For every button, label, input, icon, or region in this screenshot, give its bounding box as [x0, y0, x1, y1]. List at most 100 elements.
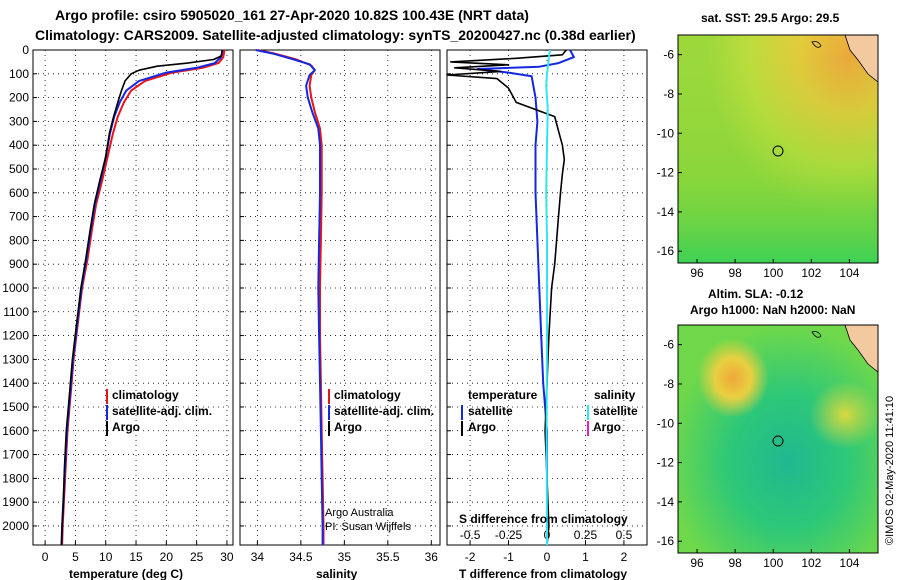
x-tick-label: 20	[160, 550, 174, 564]
x-tick-label: 30	[220, 550, 234, 564]
map-x-tick-label: 104	[839, 556, 859, 570]
legend-salinity-title: salinity	[594, 388, 636, 402]
x-tick-labels: 0 5 10 15 20 25 30 34 34.5 35 35.5 36 -2 -1 0 1 2 -0.5 -0.…	[42, 528, 633, 564]
map1-island	[811, 41, 822, 48]
depth-tick-label: 800	[9, 233, 29, 247]
series-lines	[60, 49, 575, 546]
x-tick-label-salinity: -0.5	[460, 528, 481, 542]
map2-title-2: Argo h1000: NaN h2000: NaN	[690, 303, 855, 317]
map-y-tick-label: -10	[657, 416, 675, 430]
legend-temperature-title: temperature	[468, 388, 538, 402]
depth-tick-label: 1800	[2, 471, 29, 485]
difference-legend: temperature salinity satellite Argo sate…	[461, 388, 638, 436]
map-y-tick-label: -12	[657, 166, 675, 180]
depth-tick-label: 1700	[2, 448, 29, 462]
map-x-tick-label: 104	[839, 266, 859, 280]
title-line-2: Climatology: CARS2009. Satellite-adjuste…	[35, 27, 636, 43]
temperature-legend: climatology satellite-adj. clim. Argo	[106, 388, 212, 436]
series-s-satellite	[545, 49, 552, 545]
x-tick-label: 0	[42, 550, 49, 564]
x-tick-label: 10	[99, 550, 113, 564]
x-tick-label-salinity: -0.25	[495, 528, 523, 542]
depth-tick-label: 200	[9, 91, 29, 105]
map1-title: sat. SST: 29.5 Argo: 29.5	[701, 11, 840, 25]
depth-tick-label: 1400	[2, 376, 29, 390]
difference-xlabel-salinity: S difference from climatology	[459, 512, 628, 526]
difference-xlabel: T difference from climatology	[459, 567, 627, 580]
map-y-tick-label: -10	[657, 126, 675, 140]
depth-tick-label: 1000	[2, 281, 29, 295]
map-y-tick-label: -8	[663, 87, 674, 101]
map2-high-anomaly-2	[809, 381, 881, 449]
depth-tick-label: 1600	[2, 424, 29, 438]
salinity-legend: climatology satellite-adj. clim. Argo	[328, 388, 434, 436]
temperature-xlabel: temperature (deg C)	[69, 567, 183, 580]
legend-satellite: satellite-adj. clim.	[112, 404, 212, 418]
x-tick-label: 15	[129, 550, 143, 564]
map2-high-anomaly	[697, 338, 769, 418]
map-y-tick-label: -14	[657, 205, 675, 219]
depth-tick-label: 1300	[2, 352, 29, 366]
map-x-tick-label: 100	[763, 556, 783, 570]
x-tick-label-salinity: 0.25	[574, 528, 598, 542]
map-x-tick-label: 96	[690, 556, 704, 570]
map1-frame	[677, 34, 879, 264]
x-tick-label: 34	[251, 550, 265, 564]
credit-pi: PI: Susan Wijffels	[325, 521, 411, 533]
credit-argo-australia: Argo Australia	[325, 507, 394, 519]
legend-t-satellite: satellite	[468, 404, 513, 418]
depth-tick-label: 1100	[3, 305, 29, 319]
map2	[677, 324, 881, 554]
x-tick-label: -2	[465, 550, 476, 564]
legend-argo: Argo	[334, 420, 362, 434]
map2-title-1: Altim. SLA: -0.12	[708, 287, 804, 301]
map-x-tick-label: 98	[728, 266, 742, 280]
depth-axis: 0 100 200 300 400 500 600 700 800 900 1000 1100 1200…	[2, 43, 29, 533]
depth-tick-label: 2000	[2, 519, 29, 533]
map-y-tick-label: -16	[657, 534, 675, 548]
x-tick-label: 5	[72, 550, 79, 564]
salinity-panel	[239, 49, 441, 546]
depth-tick-label: 900	[9, 257, 29, 271]
map-x-tick-label: 100	[763, 266, 783, 280]
x-tick-label: 1	[582, 550, 589, 564]
panel-grids	[33, 49, 647, 545]
map-x-tick-label: 102	[801, 556, 821, 570]
legend-argo: Argo	[112, 420, 140, 434]
depth-tick-label: 1500	[2, 400, 29, 414]
legend-climatology: climatology	[112, 388, 179, 402]
x-tick-label: 35	[338, 550, 352, 564]
series-satellite-adj-clim-	[255, 49, 324, 545]
map2-argo-marker	[772, 435, 784, 447]
map-y-tick-label: -12	[657, 456, 675, 470]
map-x-tick-label: 102	[801, 266, 821, 280]
map2-ticks: 96 98 100 102 104 -6 -8 -10 -12 -14 -16	[657, 338, 860, 570]
x-tick-label: 2	[621, 550, 628, 564]
x-tick-label: 35.5	[376, 550, 400, 564]
temperature-panel	[32, 49, 234, 546]
map1-ticks: 96 98 100 102 104 -6 -8 -10 -12 -14 -16	[657, 48, 860, 280]
title-line-1: Argo profile: csiro 5905020_161 27-Apr-2…	[55, 7, 529, 23]
x-tick-label: 34.5	[289, 550, 313, 564]
map1-argo-marker	[772, 145, 784, 157]
map2-island	[811, 331, 822, 338]
depth-tick-label: 500	[9, 162, 29, 176]
x-tick-label-salinity: 0.5	[616, 528, 633, 542]
depth-tick-label: 700	[9, 210, 29, 224]
depth-tick-label: 100	[9, 67, 29, 81]
map-x-tick-label: 98	[728, 556, 742, 570]
x-tick-label: 0	[544, 550, 551, 564]
depth-tick-label: 0	[22, 43, 29, 57]
depth-tick-label: 600	[9, 186, 29, 200]
x-tick-label: 25	[190, 550, 204, 564]
legend-s-satellite: satellite	[593, 404, 638, 418]
series-argo	[60, 49, 223, 546]
legend-t-argo: Argo	[468, 420, 496, 434]
map-y-tick-label: -16	[657, 244, 675, 258]
salinity-xlabel: salinity	[316, 567, 358, 580]
depth-tick-label: 1900	[2, 495, 29, 509]
map-y-tick-label: -8	[663, 377, 674, 391]
map-x-tick-label: 96	[690, 266, 704, 280]
map1-field-shade	[678, 35, 878, 263]
